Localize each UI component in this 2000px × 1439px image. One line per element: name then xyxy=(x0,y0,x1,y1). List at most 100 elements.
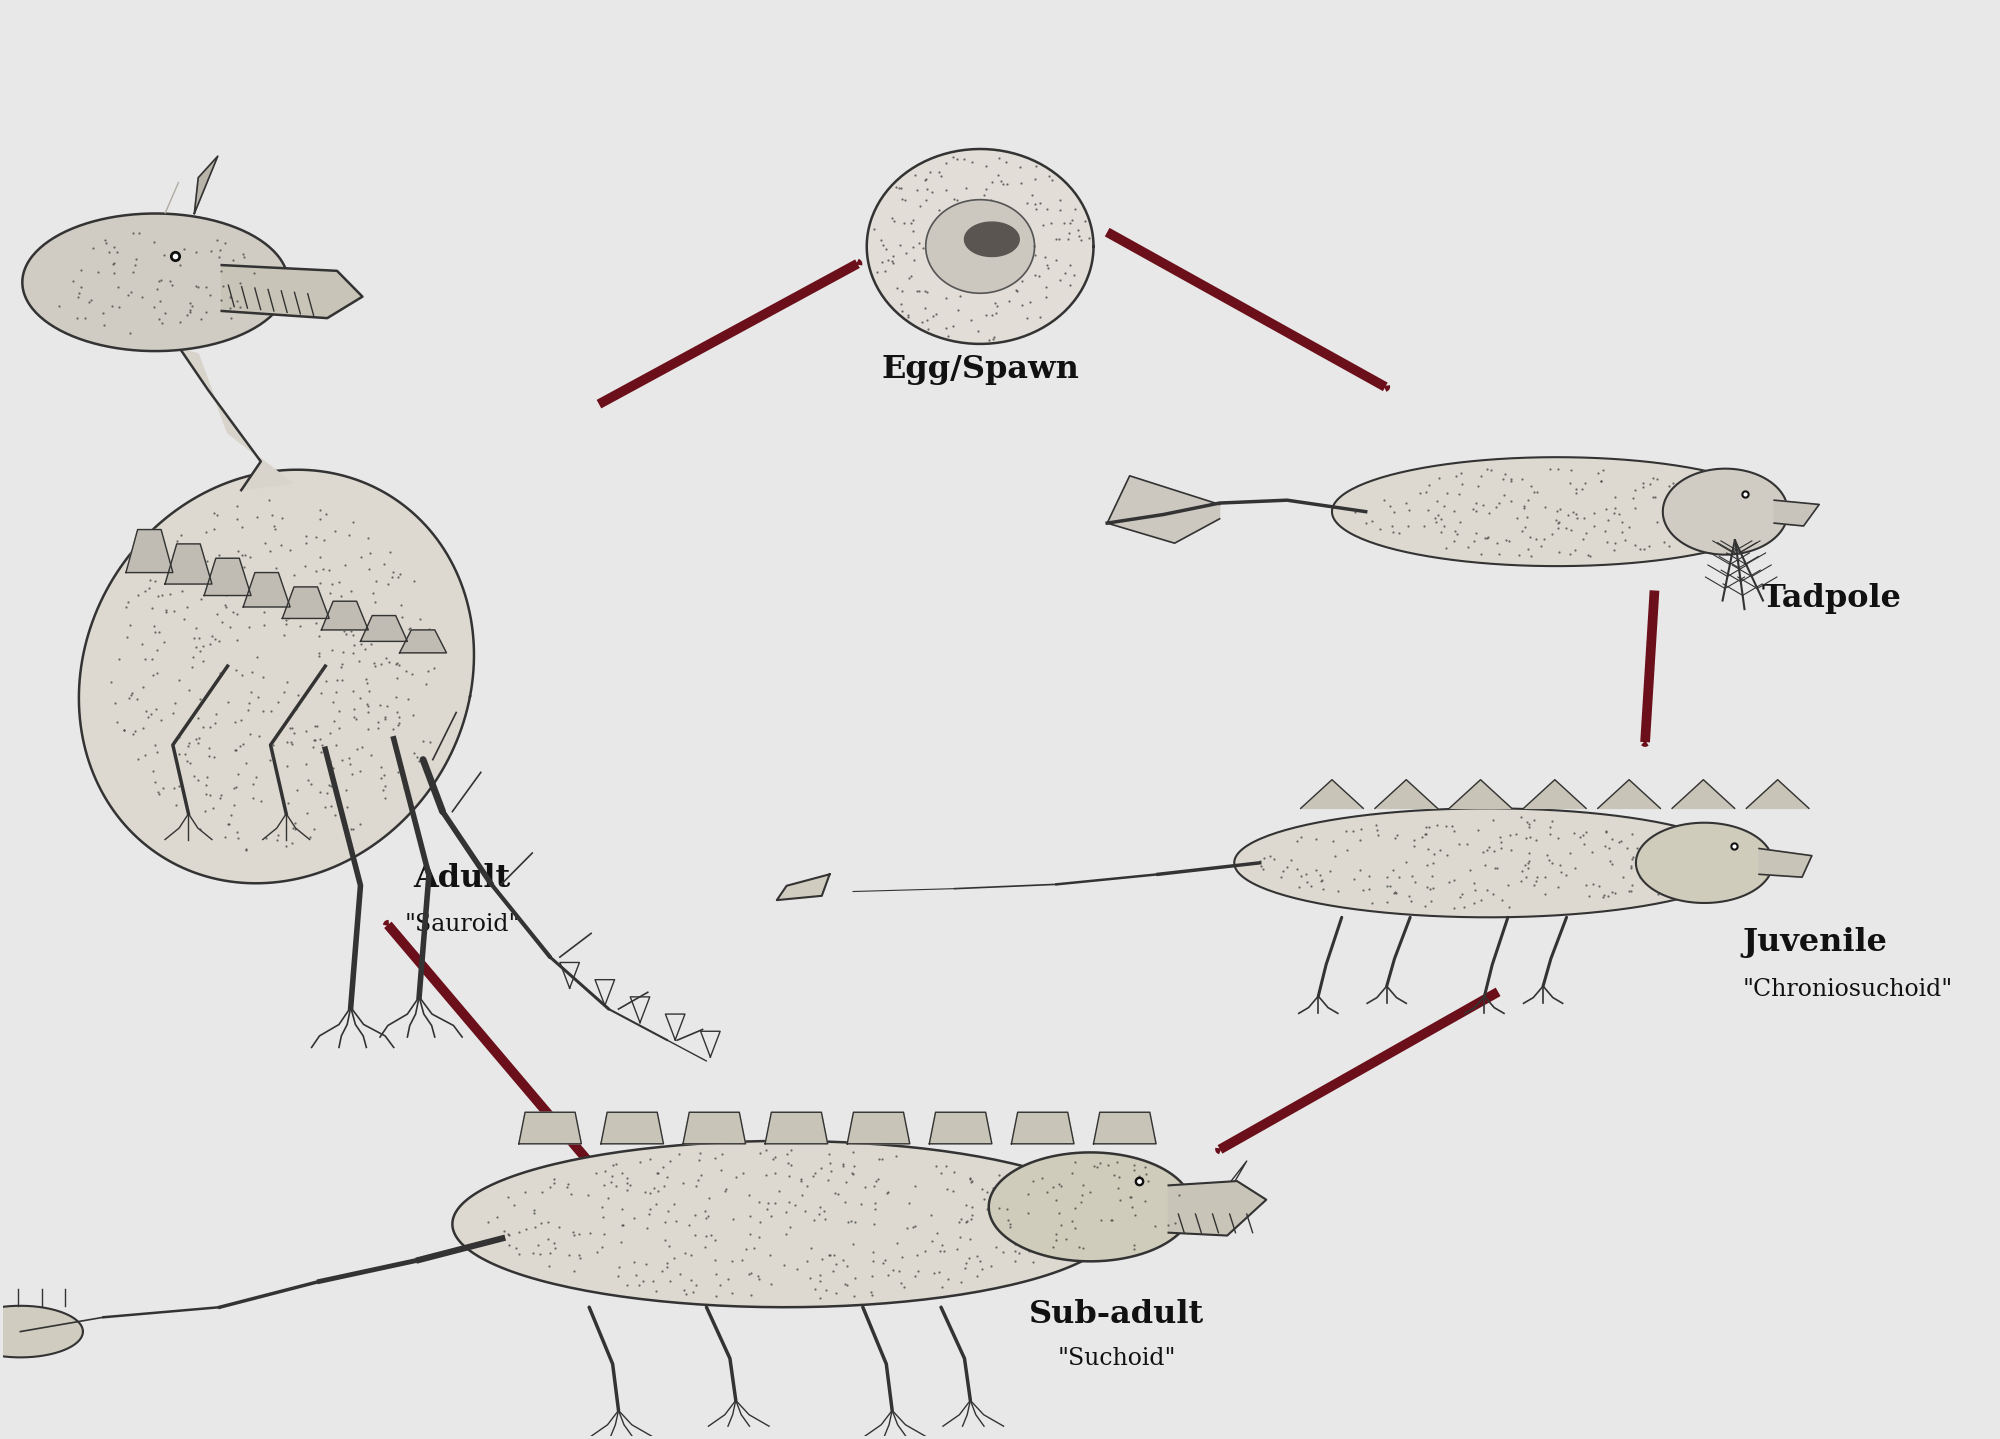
Point xyxy=(214,285,246,308)
Point xyxy=(744,1210,776,1233)
Point xyxy=(1626,475,1658,498)
Point xyxy=(982,258,1014,281)
Point xyxy=(412,617,444,640)
Point xyxy=(238,260,270,283)
Point xyxy=(1528,528,1560,551)
Point xyxy=(398,741,430,764)
Point xyxy=(220,627,252,650)
Point xyxy=(1482,543,1514,566)
Point xyxy=(532,1255,564,1278)
Point xyxy=(1486,889,1518,912)
Point xyxy=(350,668,382,691)
Point xyxy=(200,627,232,650)
Point xyxy=(1652,830,1684,853)
Point xyxy=(1020,155,1052,178)
Point xyxy=(928,1239,960,1262)
Point xyxy=(170,743,202,766)
Point xyxy=(680,1203,712,1226)
Point xyxy=(382,652,414,675)
Point xyxy=(1016,1250,1048,1274)
Point xyxy=(342,649,374,672)
Point xyxy=(1720,512,1752,535)
Text: Egg/Spawn: Egg/Spawn xyxy=(882,354,1080,386)
Point xyxy=(138,760,170,783)
Point xyxy=(956,1171,988,1194)
Point xyxy=(1504,806,1536,829)
Point xyxy=(982,295,1014,318)
Point xyxy=(612,1167,644,1190)
Point xyxy=(1460,522,1492,545)
Point xyxy=(994,1216,1026,1239)
Point xyxy=(1378,827,1410,850)
Point xyxy=(776,1154,808,1177)
Point xyxy=(108,720,140,743)
Point xyxy=(266,507,298,530)
Point xyxy=(1062,1235,1094,1258)
Point xyxy=(1116,1186,1148,1209)
Point xyxy=(866,1147,898,1170)
Point xyxy=(882,1232,914,1255)
Point xyxy=(1512,816,1544,839)
Point xyxy=(1572,885,1604,908)
Point xyxy=(752,1191,784,1215)
Point xyxy=(1056,1209,1088,1232)
Point xyxy=(352,695,384,718)
Point xyxy=(136,663,168,686)
Point xyxy=(304,781,336,804)
Point xyxy=(228,544,260,567)
Point xyxy=(1078,1154,1110,1177)
Point xyxy=(526,1180,558,1203)
Point xyxy=(384,563,416,586)
Point xyxy=(878,210,910,233)
Point xyxy=(248,614,280,637)
Point xyxy=(1472,836,1504,859)
Point xyxy=(814,1243,846,1266)
Point xyxy=(876,252,908,275)
Point xyxy=(316,613,348,636)
Point xyxy=(1414,816,1446,839)
Point xyxy=(272,606,304,629)
Point xyxy=(778,1194,810,1217)
Point xyxy=(1048,212,1080,235)
Point xyxy=(828,1156,860,1179)
Point xyxy=(772,1151,804,1174)
Point xyxy=(1650,856,1682,879)
Point xyxy=(1588,884,1620,907)
Point xyxy=(228,555,260,578)
Point xyxy=(1656,471,1688,494)
Polygon shape xyxy=(166,544,212,584)
Point xyxy=(1720,495,1752,518)
Point xyxy=(1458,530,1490,553)
Point xyxy=(204,629,236,652)
Point xyxy=(696,1223,728,1246)
Point xyxy=(1132,1170,1164,1193)
Point xyxy=(1618,845,1650,868)
Point xyxy=(910,189,942,212)
Point xyxy=(320,681,352,704)
Point xyxy=(1514,826,1546,849)
Point xyxy=(330,623,362,646)
Point xyxy=(1500,823,1532,846)
Point xyxy=(982,163,1014,186)
Point xyxy=(1044,1202,1076,1225)
Point xyxy=(1012,1183,1044,1206)
Point xyxy=(300,714,332,737)
Point xyxy=(1014,1239,1046,1262)
Point xyxy=(1460,491,1492,514)
Point xyxy=(62,307,94,330)
Point xyxy=(1438,896,1470,920)
Point xyxy=(970,1181,1002,1204)
Point xyxy=(288,555,320,578)
Point xyxy=(240,766,272,789)
Point xyxy=(1152,1213,1184,1236)
Point xyxy=(1064,1190,1096,1213)
Point xyxy=(884,1272,916,1295)
Point xyxy=(1736,505,1768,528)
Point xyxy=(218,711,250,734)
Point xyxy=(282,684,314,707)
Point xyxy=(610,1179,642,1202)
Polygon shape xyxy=(1374,780,1438,809)
Point xyxy=(974,1255,1006,1278)
Point xyxy=(1588,886,1620,909)
Point xyxy=(276,717,308,740)
